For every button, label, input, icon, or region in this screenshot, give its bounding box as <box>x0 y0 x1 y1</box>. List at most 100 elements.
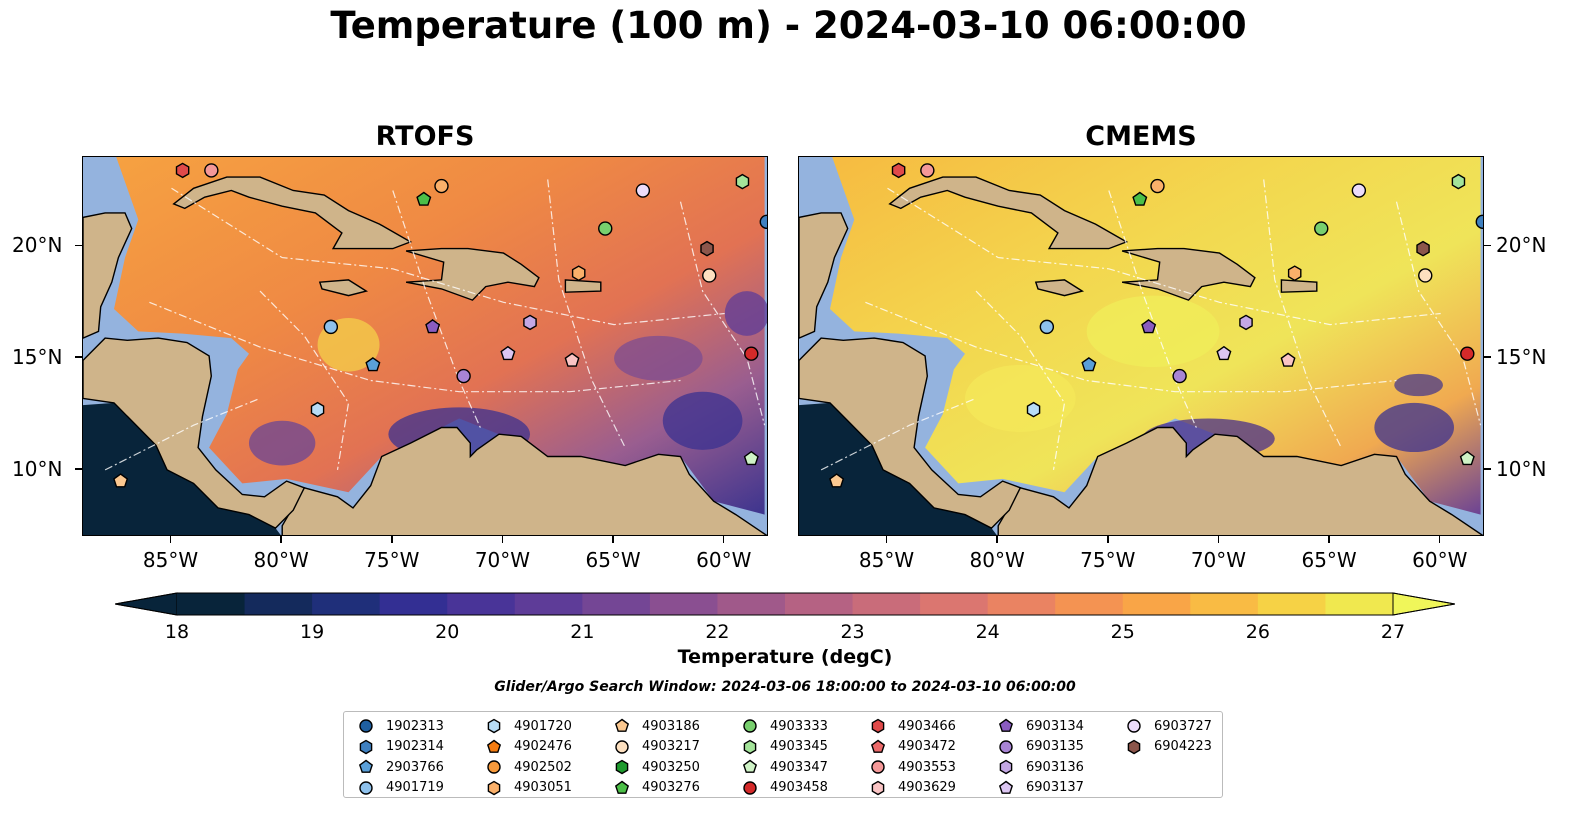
x-tick-label: 70°W <box>474 548 531 572</box>
colorbar-segment <box>582 593 651 615</box>
float-marker <box>204 163 219 178</box>
legend-marker <box>871 718 885 734</box>
float-marker <box>425 319 441 334</box>
float-marker <box>1418 268 1433 283</box>
legend-item: 4903333 <box>742 716 870 737</box>
float-marker <box>829 473 845 488</box>
legend-item-label: 4902476 <box>514 739 572 755</box>
float-marker <box>1026 401 1041 418</box>
hexagon-marker-icon <box>871 718 885 734</box>
circle-marker-icon <box>1127 719 1141 733</box>
legend-marker <box>615 740 629 754</box>
float-marker <box>1451 173 1466 190</box>
legend-item-label: 4903472 <box>898 739 956 755</box>
colorbar-segment <box>1055 593 1124 615</box>
x-tick-mark <box>1217 536 1220 543</box>
colorbar-segment <box>514 593 583 615</box>
colorbar-label: Temperature (degC) <box>677 646 893 668</box>
x-tick-label: 80°W <box>969 548 1025 572</box>
float-marker <box>1081 357 1097 372</box>
float-marker <box>891 162 906 179</box>
legend-item: 4903051 <box>486 778 614 799</box>
float-marker <box>175 162 190 179</box>
float-marker <box>323 319 339 335</box>
map-panel-cmems <box>798 156 1484 536</box>
float-marker <box>1416 240 1430 257</box>
colorbar-tick-label: 20 <box>435 621 460 643</box>
float-marker <box>702 268 717 283</box>
float-marker <box>759 214 767 230</box>
x-tick-label: 65°W <box>585 548 641 572</box>
panel-title-cmems: CMEMS <box>1085 121 1197 152</box>
float-marker <box>456 368 471 384</box>
legend-item-label: 4903347 <box>770 759 828 775</box>
pentagon-marker-icon <box>614 780 630 794</box>
circle-marker-icon <box>615 740 629 754</box>
float-marker <box>1280 352 1296 367</box>
colorbar-segment <box>920 593 989 615</box>
x-tick-mark <box>1438 536 1441 543</box>
legend-item-label: 1902314 <box>386 739 444 755</box>
rtofs-temperature-map <box>83 157 767 535</box>
float-marker <box>571 265 586 282</box>
float-legend: 1902313 1902314 2903766 4901719 4901720 49024… <box>343 711 1223 798</box>
float-marker <box>743 450 759 466</box>
y-tick-mark <box>75 356 82 358</box>
colorbar-graphic <box>114 592 1456 616</box>
colorbar <box>114 592 1456 616</box>
legend-item: 2903766 <box>358 757 486 778</box>
colorbar-segment <box>717 593 786 615</box>
legend-marker <box>486 739 502 753</box>
colorbar-tick-label: 26 <box>1245 621 1270 643</box>
legend-item-label: 4903458 <box>770 780 828 796</box>
legend-marker <box>870 739 886 753</box>
x-tick-mark <box>501 536 504 543</box>
float-marker <box>744 346 759 361</box>
pentagon-marker-icon <box>742 759 758 774</box>
float-marker <box>523 314 537 331</box>
colorbar-segment <box>1122 593 1191 615</box>
legend-item: 1902313 <box>358 716 486 737</box>
y-tick-mark <box>75 244 82 247</box>
legend-item: 4903553 <box>870 757 998 778</box>
hexagon-marker-icon <box>487 718 501 734</box>
legend-item: 4901719 <box>358 778 486 799</box>
legend-item-label: 1902313 <box>386 718 444 734</box>
legend-column: 4903186 4903217 4903250 4903276 <box>614 716 742 798</box>
float-marker <box>434 178 449 194</box>
legend-item: 4903276 <box>614 778 742 799</box>
legend-marker <box>998 780 1014 794</box>
legend-item-label: 6903135 <box>1026 739 1084 755</box>
legend-marker <box>487 718 501 734</box>
y-tick-mark <box>1484 356 1491 358</box>
float-marker <box>564 352 580 367</box>
float-marker <box>598 221 613 236</box>
legend-marker <box>999 740 1013 754</box>
legend-item-label: 4903466 <box>898 718 956 734</box>
x-tick-mark <box>612 536 614 543</box>
legend-item-label: 6903137 <box>1026 780 1084 796</box>
y-tick-mark <box>75 468 82 470</box>
colorbar-tick-label: 19 <box>300 621 325 643</box>
legend-item: 4903345 <box>742 737 870 758</box>
legend-item: 4901720 <box>486 716 614 737</box>
float-marker <box>1475 214 1483 230</box>
legend-item: 4902476 <box>486 737 614 758</box>
pentagon-marker-icon <box>870 739 886 753</box>
float-marker <box>1132 191 1148 206</box>
float-marker <box>1460 346 1475 361</box>
legend-marker <box>743 739 757 755</box>
x-tick-label: 75°W <box>364 548 420 572</box>
float-marker <box>1039 319 1055 335</box>
pentagon-marker-icon <box>998 780 1014 794</box>
float-marker <box>416 191 432 206</box>
float-marker <box>1172 368 1187 384</box>
cmems-temperature-map <box>799 157 1483 535</box>
x-tick-label: 80°W <box>253 548 309 572</box>
legend-item: 4903466 <box>870 716 998 737</box>
legend-item: 6904223 <box>1126 737 1254 758</box>
y-tick-label-right: 20°N <box>1496 233 1547 258</box>
colorbar-segment <box>312 593 381 615</box>
float-marker <box>635 183 651 198</box>
legend-item-label: 6903727 <box>1154 718 1212 734</box>
